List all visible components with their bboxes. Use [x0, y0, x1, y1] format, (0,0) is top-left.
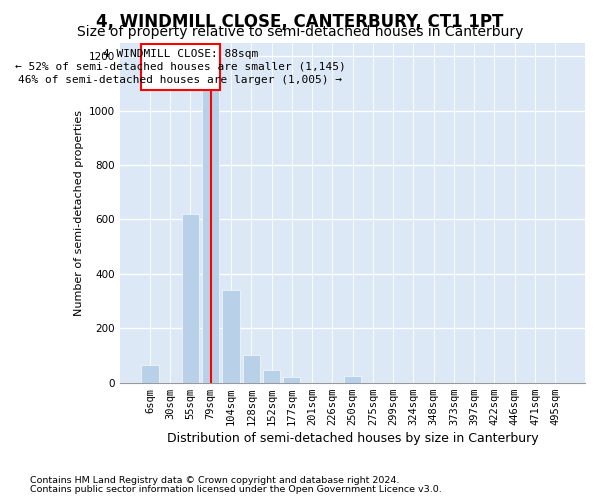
Text: 4 WINDMILL CLOSE: 88sqm: 4 WINDMILL CLOSE: 88sqm — [103, 49, 258, 59]
Text: Size of property relative to semi-detached houses in Canterbury: Size of property relative to semi-detach… — [77, 25, 523, 39]
Bar — [283, 378, 301, 382]
Text: 4, WINDMILL CLOSE, CANTERBURY, CT1 1PT: 4, WINDMILL CLOSE, CANTERBURY, CT1 1PT — [97, 12, 503, 30]
Bar — [202, 70, 220, 382]
Bar — [142, 365, 158, 382]
Text: Contains public sector information licensed under the Open Government Licence v3: Contains public sector information licen… — [30, 484, 442, 494]
Y-axis label: Number of semi-detached properties: Number of semi-detached properties — [74, 110, 83, 316]
Bar — [242, 356, 260, 382]
Bar — [223, 290, 239, 382]
Bar — [182, 214, 199, 382]
Text: Contains HM Land Registry data © Crown copyright and database right 2024.: Contains HM Land Registry data © Crown c… — [30, 476, 400, 485]
Text: ← 52% of semi-detached houses are smaller (1,145): ← 52% of semi-detached houses are smalle… — [15, 62, 346, 72]
Text: 46% of semi-detached houses are larger (1,005) →: 46% of semi-detached houses are larger (… — [19, 75, 343, 85]
Bar — [344, 376, 361, 382]
Bar — [141, 44, 220, 90]
X-axis label: Distribution of semi-detached houses by size in Canterbury: Distribution of semi-detached houses by … — [167, 432, 538, 445]
Bar — [263, 370, 280, 382]
